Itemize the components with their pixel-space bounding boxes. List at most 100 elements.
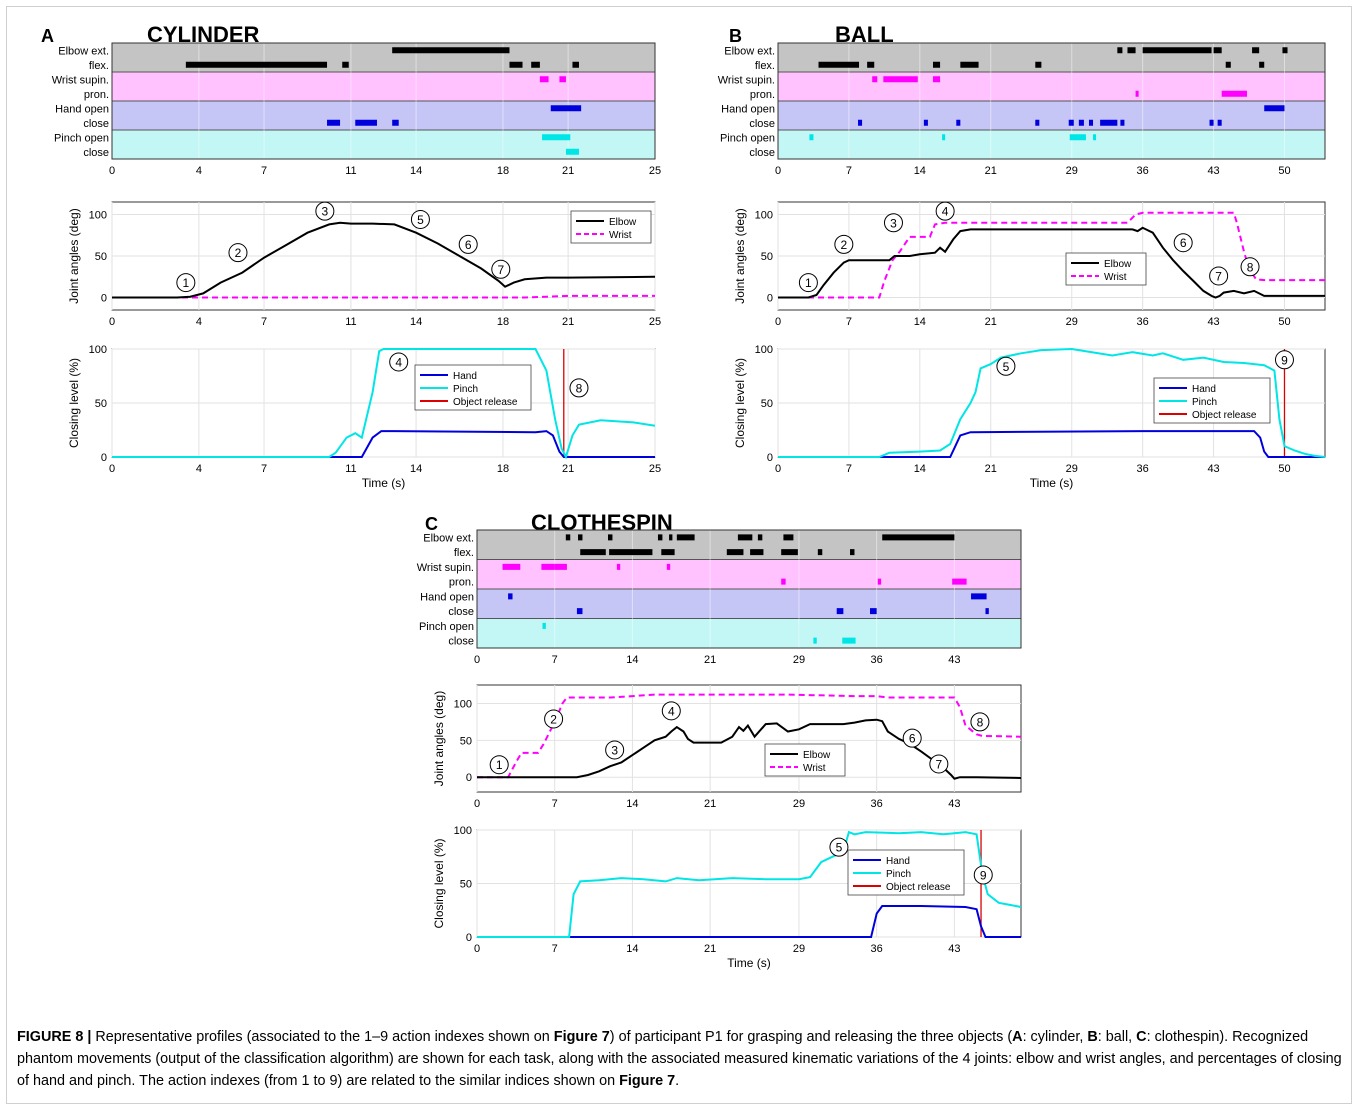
band-event [559, 76, 566, 83]
band-event [1120, 119, 1125, 126]
band-bg [477, 618, 1021, 648]
closing-x-tick-label: 36 [871, 943, 883, 955]
closing-x-tick-label: 7 [552, 943, 558, 955]
action-index-label: 4 [942, 205, 949, 219]
band-x-tick-label: 7 [846, 165, 852, 177]
band-event [932, 76, 941, 83]
joint-x-tick-label: 14 [626, 798, 638, 810]
band-x-tick-label: 4 [196, 165, 202, 177]
elbow-angle-line [112, 221, 656, 299]
band-event [1100, 119, 1118, 126]
closing-x-label: Time (s) [727, 956, 771, 970]
joint-y-tick-label: 100 [755, 209, 773, 221]
closing-x-tick-label: 25 [649, 463, 661, 475]
elbow-angle-line [477, 718, 1022, 780]
joint-x-tick-label: 29 [793, 798, 805, 810]
joint-legend [570, 210, 652, 244]
closing-x-label: Time (s) [1030, 476, 1074, 490]
band-event [669, 534, 673, 541]
band-row-label: flex. [755, 60, 775, 72]
wrist-angle-line [112, 294, 655, 299]
action-index-marker [929, 754, 949, 774]
band-x-tick-label: 0 [109, 165, 115, 177]
closing-y-tick-label: 100 [89, 344, 107, 356]
closing-x-tick-label: 0 [775, 463, 781, 475]
band-event [960, 61, 979, 68]
joint-axes [476, 684, 1022, 793]
joint-y-tick-label: 0 [466, 772, 472, 784]
panel-letter: A [41, 26, 54, 46]
action-index-label: 5 [836, 841, 843, 855]
band-event [1135, 90, 1139, 97]
band-event [565, 534, 571, 541]
closing-x-tick-label: 4 [196, 463, 202, 475]
action-index-marker [491, 259, 511, 279]
action-index-label: 5 [1003, 360, 1010, 374]
joint-x-tick-label: 21 [704, 798, 716, 810]
closing-y-tick-label: 0 [466, 932, 472, 944]
caption-b: B [1087, 1029, 1098, 1045]
hand-closing-line [778, 430, 1325, 458]
closing-x-tick-label: 21 [985, 463, 997, 475]
action-index-label: 6 [465, 238, 472, 252]
action-index-label: 1 [496, 758, 503, 772]
closing-y-tick-label: 100 [755, 344, 773, 356]
figure-frame [6, 6, 1352, 1104]
closing-x-tick-label: 7 [261, 463, 267, 475]
action-index-marker [458, 234, 478, 254]
action-index-marker [315, 201, 335, 221]
action-index-label: 3 [322, 205, 329, 219]
band-event [509, 61, 523, 68]
joint-x-tick-label: 0 [775, 316, 781, 328]
band-row-label: close [448, 606, 474, 618]
closing-legend-label: Hand [886, 856, 910, 867]
band-event [1069, 134, 1086, 141]
action-index-label: 1 [805, 276, 812, 290]
band-event [813, 637, 817, 644]
joint-x-tick-label: 14 [410, 316, 422, 328]
closing-x-tick-label: 43 [1207, 463, 1219, 475]
band-event [554, 563, 567, 570]
joint-x-tick-label: 21 [562, 316, 574, 328]
band-row-label: close [83, 118, 109, 130]
band-event [327, 119, 341, 126]
band-row-label: pron. [449, 577, 474, 589]
band-x-tick-label: 0 [775, 165, 781, 177]
caption-a: A [1012, 1029, 1023, 1045]
band-x-tick-label: 43 [1207, 165, 1219, 177]
action-index-label: 7 [936, 757, 943, 771]
wrist-angle-line [477, 693, 1022, 779]
caption-text-2: ) of participant P1 for grasping and rel… [609, 1029, 1013, 1045]
closing-legend-label: Pinch [1192, 397, 1217, 408]
band-event [565, 148, 579, 155]
joint-y-tick-label: 50 [95, 251, 107, 263]
band-event [1259, 61, 1265, 68]
band-event [877, 578, 882, 585]
band-event [185, 61, 328, 68]
band-frame [111, 42, 656, 160]
joint-y-tick-label: 50 [761, 251, 773, 263]
band-x-tick-label: 50 [1278, 165, 1290, 177]
hand-closing-line [477, 905, 1021, 938]
caption-c: C [1136, 1029, 1147, 1045]
closing-x-tick-label: 21 [704, 943, 716, 955]
closing-x-tick-label: 7 [846, 463, 852, 475]
band-event [872, 76, 878, 83]
band-row-label: close [749, 147, 775, 159]
band-event [531, 61, 540, 68]
band-event [1217, 119, 1222, 126]
panel-letter: C [425, 514, 438, 534]
caption-figure-ref-1: Figure 7 [553, 1029, 610, 1045]
band-x-tick-label: 29 [793, 654, 805, 666]
joint-x-tick-label: 4 [196, 316, 202, 328]
closing-x-tick-label: 21 [562, 463, 574, 475]
caption-text-6: . [675, 1073, 680, 1089]
joint-y-tick-label: 50 [460, 735, 472, 747]
action-index-marker [389, 352, 409, 372]
action-index-label: 8 [1247, 260, 1254, 274]
action-index-marker [176, 273, 196, 293]
closing-x-tick-label: 50 [1278, 463, 1290, 475]
closing-y-label: Closing level (%) [67, 358, 81, 448]
